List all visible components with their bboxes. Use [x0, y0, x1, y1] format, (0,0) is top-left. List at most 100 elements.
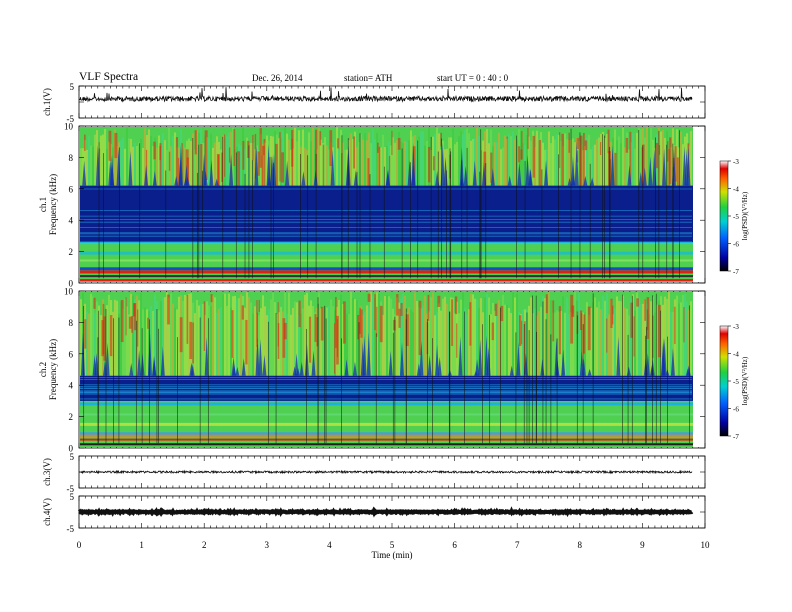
ch2-spectrogram-hot-streak [245, 319, 248, 365]
ch1-spectrogram-texture [266, 135, 268, 186]
ch1-spectrogram-texture [334, 139, 336, 186]
ch1-spectrogram-texture [634, 148, 636, 186]
ch2-spectrogram-low-band [80, 432, 693, 436]
ch2-spectrogram-ytick-label: 4 [69, 381, 74, 391]
ch1-spectrogram-texture [682, 144, 684, 186]
ch1-spectrogram-hot-streak [263, 139, 266, 188]
ch2-spectrogram-texture [158, 310, 160, 376]
ch1-spectrogram-texture [174, 132, 176, 186]
ch1-spectrogram-texture [556, 134, 558, 186]
ch1-spectrogram-hot-streak [583, 133, 585, 187]
ch1-spectrogram-hot-streak [506, 136, 508, 188]
ch1-spectrogram-hot-streak [391, 130, 393, 156]
ch1-spectrogram-blue-spike [411, 165, 416, 186]
ch2-spectrogram-texture [142, 309, 144, 376]
ch1-spectrogram-hot-streak [254, 134, 257, 179]
ch2-spectrogram-blue-spike [255, 337, 260, 376]
ch1-spectrogram-hot-streak [279, 132, 281, 182]
ch2-spectrogram-texture [580, 308, 582, 376]
ch2-spectrogram-texture [646, 303, 648, 376]
ch1-spectrogram-texture [394, 142, 396, 186]
ch2-spectrogram-texture [286, 313, 288, 376]
ch1-spectrogram-texture [380, 147, 382, 186]
x-tick-label: 3 [265, 540, 270, 550]
ch1-spectrogram-texture [600, 133, 602, 186]
ch2-spectrogram-texture [596, 307, 598, 376]
ch1-spectrogram-texture [280, 138, 282, 186]
ch1-spectrogram-texture [468, 133, 470, 186]
ch2-spectrogram-ytick-label: 0 [69, 444, 74, 454]
ch1-spectrogram-texture [84, 140, 86, 186]
ch2-spectrogram-texture [88, 313, 90, 376]
ch1-spectrogram-texture [500, 149, 502, 186]
ch2-spectrogram-texture [212, 295, 214, 376]
ch2-spectrogram-hot-streak [167, 294, 170, 325]
ch2-spectrogram-texture [248, 296, 250, 376]
ch2-spectrogram-texture [442, 298, 444, 376]
ch2-spectrogram-hot-streak [210, 294, 213, 303]
ch2-spectrogram-texture [250, 302, 252, 376]
ch1-spectrogram-texture [126, 127, 128, 186]
ch1-spectrogram-texture [88, 136, 90, 186]
ch2-spectrogram-blue-spike [366, 332, 371, 376]
ch2-spectrogram-texture [486, 293, 488, 376]
ch2-spectrogram-blue-spike [360, 341, 365, 376]
ch1-spectrogram-texture [110, 144, 112, 186]
ch1-spectrogram-blue-spike [638, 171, 643, 186]
ch1-spectrogram-texture [182, 149, 184, 186]
ch1-spectrogram-texture [302, 129, 304, 186]
ch1-spectrogram-texture [162, 132, 164, 186]
ch1-spectrogram-texture [564, 133, 566, 186]
ch1-spectrogram-texture [512, 131, 514, 186]
ch1-spectrogram-texture [550, 143, 552, 186]
ch2-spectrogram-texture [176, 309, 178, 376]
ch2-spectrogram-texture [122, 308, 124, 376]
ch2-spectrogram-texture [680, 302, 682, 376]
ch1-spectrogram-hot-streak [568, 132, 570, 153]
ch2-spectrogram-texture [428, 311, 430, 376]
ch2-spectrogram-texture [228, 293, 230, 376]
ch2-spectrogram-hot-streak [552, 300, 555, 342]
ch1-spectrogram-texture [104, 129, 106, 186]
ch1-spectrogram-low-band [80, 279, 693, 282]
ch1-spectrogram-texture [232, 127, 234, 186]
ch2-spectrogram-blue-spike [294, 353, 299, 376]
ch2-spectrogram-hot-streak [398, 308, 401, 328]
ch1-spectrogram-ytick-label: 6 [69, 184, 74, 194]
ch2-spectrogram-blue-spike [204, 336, 209, 376]
ch2-spectrogram-texture [612, 314, 614, 376]
ch1-spectrogram-texture [552, 136, 554, 186]
ch2-spectrogram-colorbar-tick-label: -5 [733, 378, 739, 386]
ch1-spectrogram-blue-spike [570, 156, 575, 186]
ch1-spectrogram-blue-spike [544, 159, 549, 186]
ch1-spectrogram-texture [358, 141, 360, 186]
ch2-spectrogram-hot-streak [374, 294, 376, 331]
ch1-spectrogram-texture [106, 149, 108, 186]
ch1-spectrogram-blue-spike [525, 154, 530, 186]
ch1-spectrogram-hot-streak [576, 137, 579, 150]
ch2-spectrogram-blue-spike [388, 350, 393, 376]
ch1-spectrogram-texture [474, 138, 476, 186]
ch1-spectrogram-texture [220, 149, 222, 186]
ch1-spectrogram-texture [464, 129, 466, 186]
ch1-spectrogram-blue-spike [174, 175, 179, 186]
ch2-spectrogram-texture [586, 302, 588, 376]
ch1-waveform-ytick-top: 5 [70, 82, 75, 92]
ch1-spectrogram-texture [124, 148, 126, 186]
ch2-spectrogram-texture [170, 293, 172, 376]
ch2-spectrogram-texture [370, 292, 372, 376]
ch1-spectrogram-blue-spike [82, 160, 87, 186]
x-tick-label: 0 [77, 540, 82, 550]
ch2-spectrogram-texture [684, 294, 686, 376]
ch1-spectrogram-blue-spike [266, 144, 271, 186]
ch1-spectrogram-hot-streak [281, 152, 285, 183]
ch2-spectrogram-hot-streak [521, 320, 523, 345]
ch2-spectrogram-texture [184, 294, 186, 376]
ch2-spectrogram-colorbar-tick-label: -7 [733, 433, 739, 441]
ch1-spectrogram-blue-spike [528, 169, 533, 186]
ch2-spectrogram-texture [260, 308, 262, 376]
ch1-spectrogram-blue-spike [385, 170, 390, 186]
ch2-spectrogram-hot-streak [109, 315, 113, 357]
ch2-spectrogram-hot-streak [491, 322, 494, 341]
ch1-spectrogram-texture [662, 129, 664, 186]
